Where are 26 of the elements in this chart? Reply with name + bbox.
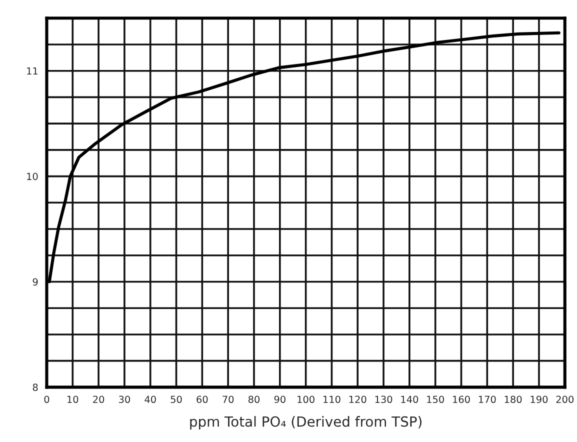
- x-tick-label: 30: [119, 396, 130, 404]
- x-tick-label: 130: [375, 396, 392, 404]
- x-tick-label: 100: [298, 396, 314, 404]
- x-tick-label: 10: [68, 396, 78, 404]
- x-tick-label: 50: [170, 396, 182, 404]
- y-tick-label: 10: [27, 172, 38, 180]
- x-tick-label: 80: [248, 396, 260, 404]
- x-tick-label: 160: [453, 396, 470, 404]
- y-tick-label: 11: [27, 67, 38, 75]
- x-tick-label: 0: [44, 396, 50, 404]
- x-tick-label: 110: [324, 396, 340, 404]
- x-axis-title: ppm Total PO₄ (Derived from TSP): [190, 416, 422, 430]
- x-tick-label: 140: [401, 396, 418, 404]
- x-tick-label: 20: [93, 396, 104, 404]
- x-tick-label: 70: [222, 396, 234, 404]
- x-tick-label: 200: [556, 396, 574, 404]
- x-tick-label: 180: [504, 396, 522, 404]
- x-tick-label: 150: [427, 396, 444, 404]
- x-tick-label: 170: [478, 396, 496, 404]
- x-tick-label: 40: [144, 396, 156, 404]
- x-tick-label: 190: [530, 396, 548, 404]
- x-tick-label: 90: [274, 396, 286, 404]
- y-tick-label: 8: [32, 384, 38, 392]
- x-tick-label: 120: [349, 396, 366, 404]
- x-tick-label: 60: [196, 396, 208, 404]
- y-tick-label: 9: [32, 278, 38, 286]
